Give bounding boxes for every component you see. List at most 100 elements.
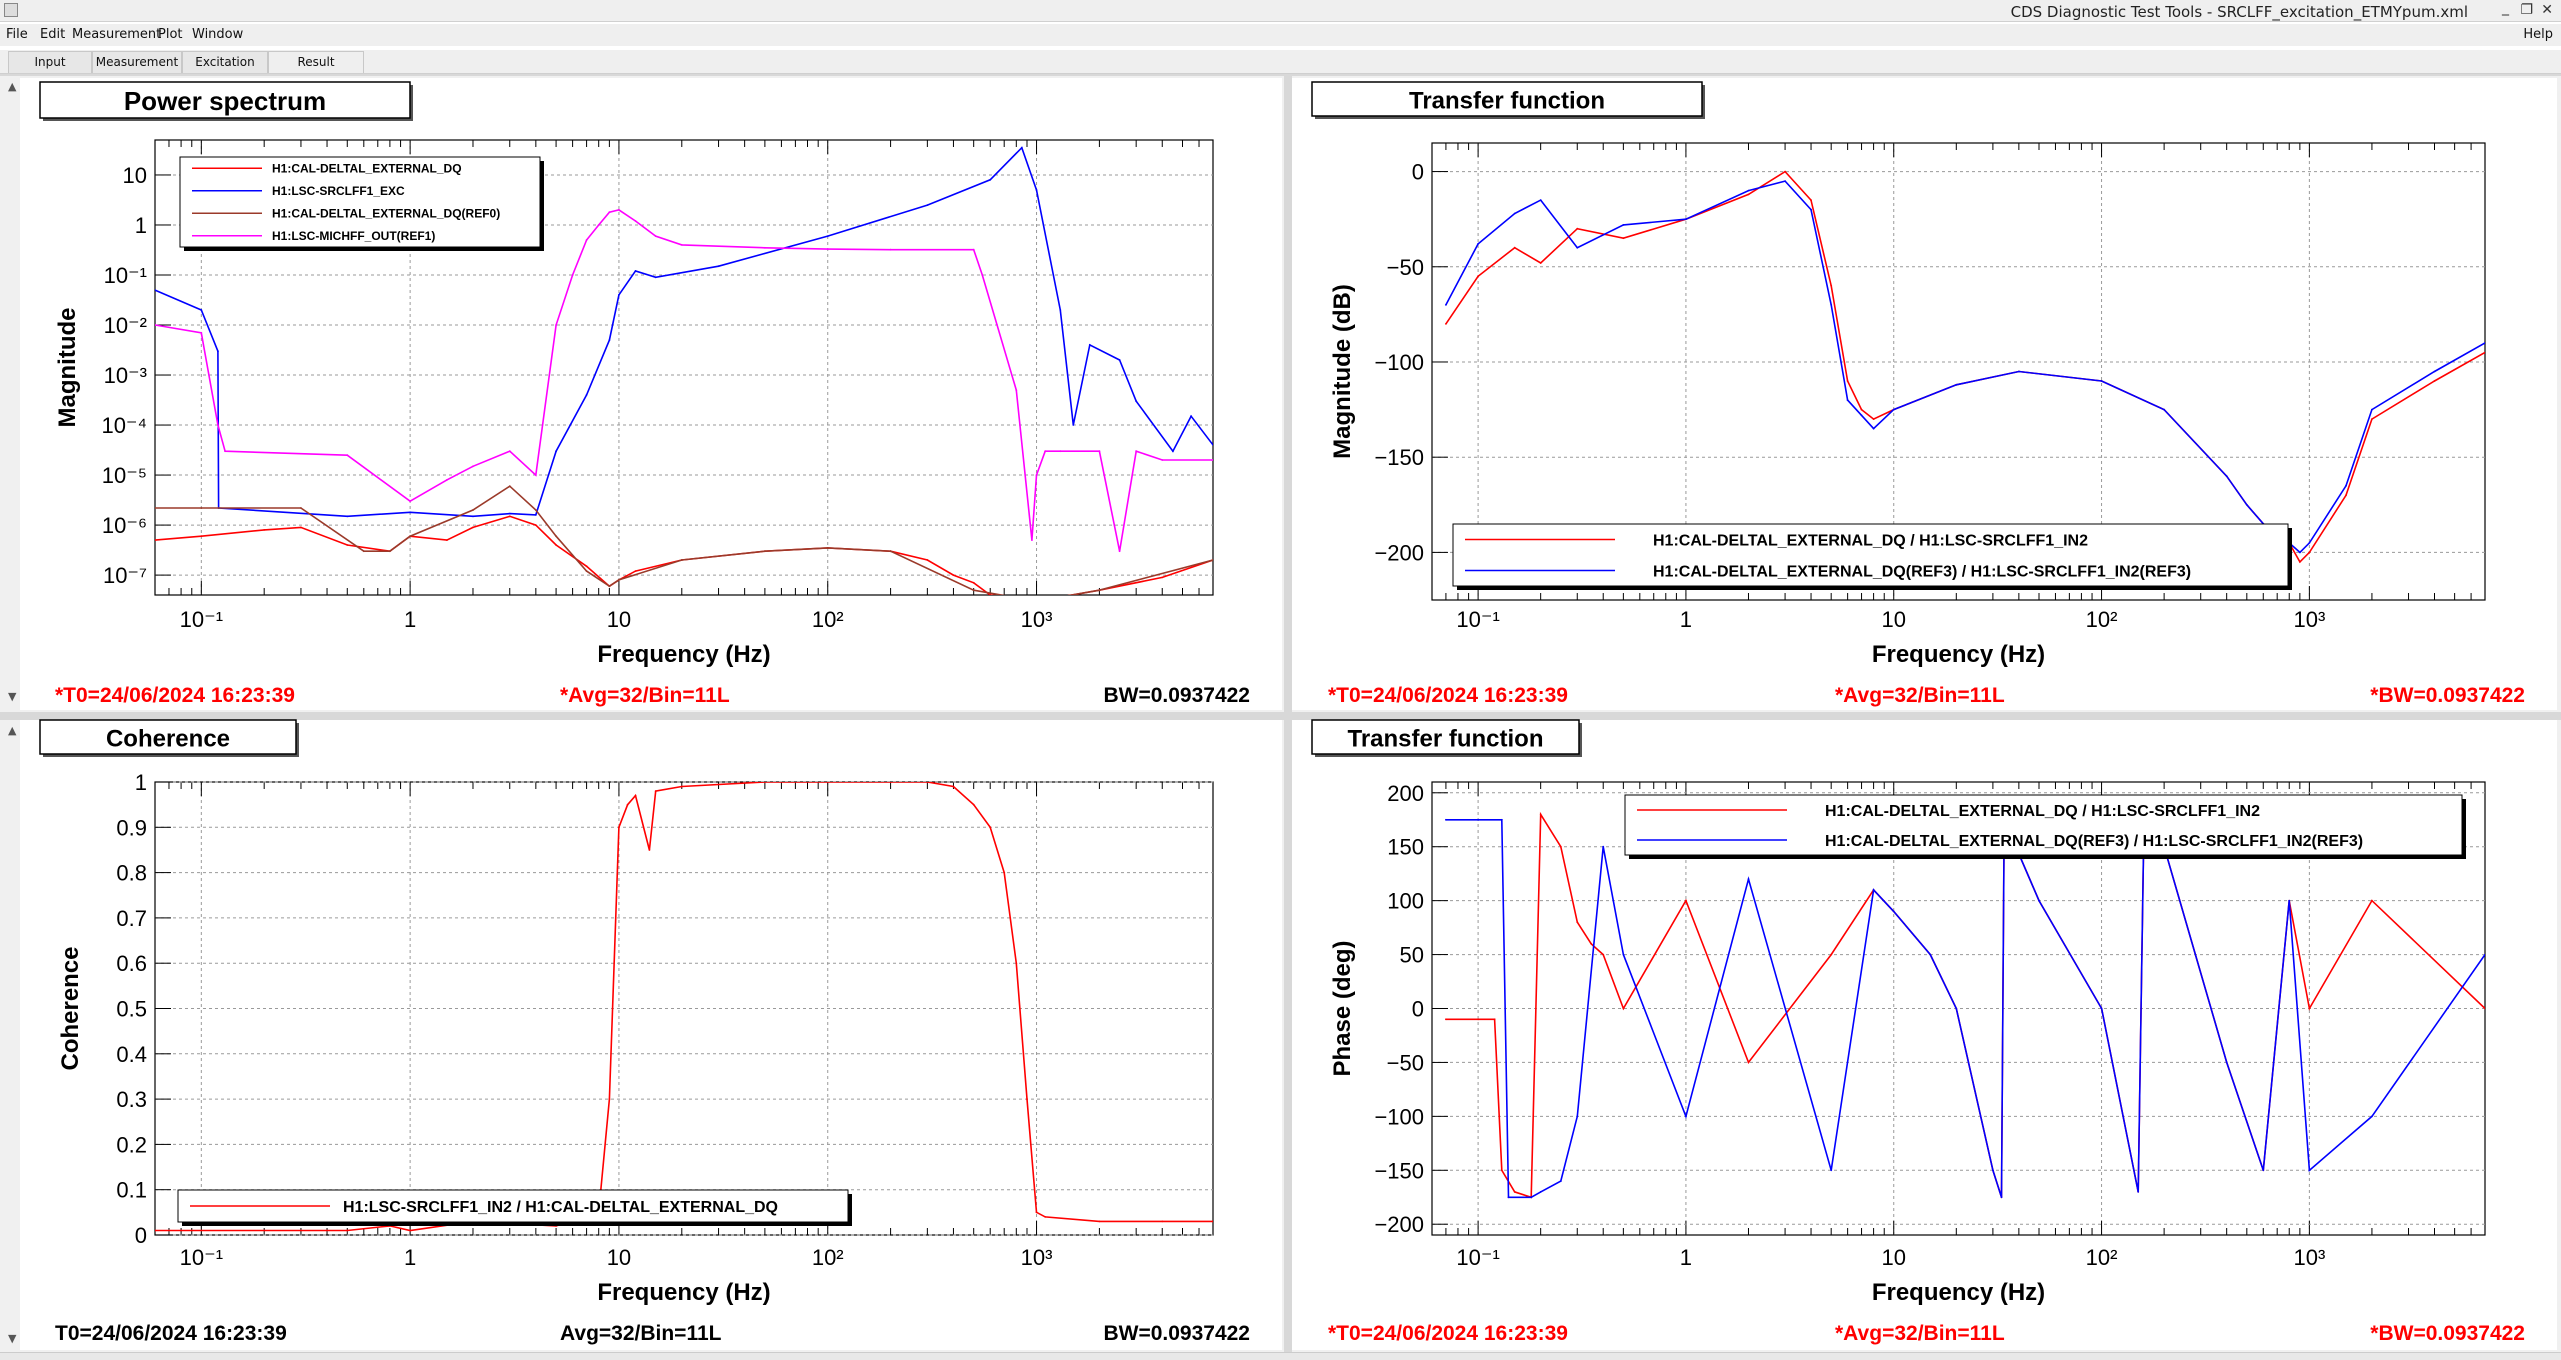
x-tick-label: 10⁻¹ xyxy=(180,607,223,632)
x-tick-label: 1 xyxy=(1680,607,1692,632)
data-point xyxy=(1059,450,1062,453)
data-point xyxy=(1559,845,1562,848)
restore-button[interactable]: ❐ xyxy=(2520,2,2533,18)
close-button[interactable]: ✕ xyxy=(2541,2,2553,18)
data-point xyxy=(2484,953,2485,956)
data-point xyxy=(1747,189,1750,192)
data-point xyxy=(1172,450,1174,453)
data-point xyxy=(1098,589,1101,592)
menu-measurement[interactable]: Measurement xyxy=(72,27,162,42)
data-point xyxy=(1445,323,1447,325)
data-point xyxy=(1929,953,1932,956)
app-icon xyxy=(4,3,18,17)
x-tick-label: 10³ xyxy=(1021,607,1053,632)
tab-input[interactable]: Input xyxy=(8,51,92,73)
data-point xyxy=(1846,399,1849,401)
data-point xyxy=(1035,1211,1038,1214)
data-point xyxy=(926,782,929,783)
data-point xyxy=(1602,845,1605,848)
menu-help[interactable]: Help xyxy=(2523,27,2553,42)
data-point xyxy=(346,1229,349,1232)
y-axis-label: Coherence xyxy=(57,946,84,1070)
x-tick-label: 10⁻¹ xyxy=(1456,607,1499,632)
data-point xyxy=(155,324,156,326)
horizontal-splitter[interactable] xyxy=(0,712,2561,720)
data-point xyxy=(972,248,975,251)
data-point xyxy=(2345,484,2347,487)
data-point xyxy=(618,294,620,296)
y-tick-label: −200 xyxy=(1374,1212,1424,1237)
data-point xyxy=(1622,237,1625,240)
data-point xyxy=(1135,450,1138,453)
tab-result[interactable]: Result xyxy=(268,51,364,73)
data-point xyxy=(1161,1220,1164,1223)
data-point xyxy=(585,239,588,241)
legend-label: H1:LSC-SRCLFF1_IN2 / H1:CAL-DELTAL_EXTER… xyxy=(343,1199,778,1216)
plot-title: Coherence xyxy=(106,726,230,753)
window-title: CDS Diagnostic Test Tools - SRCLFF_excit… xyxy=(2010,3,2468,21)
x-axis-label: Frequency (Hz) xyxy=(597,1279,770,1306)
data-point xyxy=(555,535,557,538)
data-point xyxy=(1477,243,1479,245)
data-point xyxy=(2225,1061,2228,1064)
menu-plot[interactable]: Plot xyxy=(158,27,183,42)
data-point xyxy=(1576,1115,1579,1118)
data-point xyxy=(626,803,629,806)
data-point xyxy=(2100,1007,2103,1010)
data-point xyxy=(346,515,349,518)
data-point xyxy=(1860,408,1863,411)
plot-title: Transfer function xyxy=(1347,726,1543,753)
data-point xyxy=(2299,551,2301,554)
data-point xyxy=(972,589,975,592)
scroll-down-icon[interactable]: ▼ xyxy=(8,1332,17,1345)
data-point xyxy=(1118,550,1121,553)
data-point xyxy=(618,826,620,829)
menu-file[interactable]: File xyxy=(6,27,28,42)
data-point xyxy=(1576,921,1579,924)
data-point xyxy=(608,1098,611,1100)
x-tick-label: 1 xyxy=(1680,1245,1692,1270)
legend-label: H1:CAL-DELTAL_EXTERNAL_DQ xyxy=(272,161,462,175)
scroll-down-icon[interactable]: ▼ xyxy=(8,690,17,703)
tab-excitation[interactable]: Excitation xyxy=(182,51,268,73)
legend-box xyxy=(1452,523,2289,587)
data-point xyxy=(2299,561,2301,563)
data-point xyxy=(1513,212,1516,215)
data-point xyxy=(1135,400,1138,403)
data-point xyxy=(2484,342,2485,344)
data-point xyxy=(972,803,975,806)
data-point xyxy=(2371,899,2373,902)
minimize-button[interactable]: _ xyxy=(2502,0,2509,16)
y-tick-label: 10⁻⁴ xyxy=(101,413,147,438)
y-tick-label: 0 xyxy=(135,1223,147,1248)
x-tick-label: 10³ xyxy=(1021,1245,1053,1270)
data-point xyxy=(1477,1018,1479,1021)
data-point xyxy=(1015,962,1018,965)
data-point xyxy=(1747,1061,1750,1064)
data-point xyxy=(472,509,474,511)
scroll-up-icon[interactable]: ▲ xyxy=(8,724,17,737)
data-point xyxy=(2371,1115,2373,1118)
data-point xyxy=(981,274,984,276)
x-tick-label: 1 xyxy=(404,1245,416,1270)
data-point xyxy=(1860,414,1863,417)
data-point xyxy=(2484,1007,2485,1010)
status-t0: *T0=24/06/2024 16:23:39 xyxy=(1328,684,1568,707)
menu-edit[interactable]: Edit xyxy=(40,27,66,42)
y-tick-label: 0 xyxy=(1412,160,1424,185)
y-tick-label: 0.3 xyxy=(116,1087,147,1112)
y-tick-label: 10⁻¹ xyxy=(104,263,147,288)
scroll-up-icon[interactable]: ▲ xyxy=(8,80,17,93)
data-point xyxy=(1830,1169,1833,1172)
tab-measurement[interactable]: Measurement xyxy=(92,51,182,73)
data-point xyxy=(2137,1191,2140,1193)
data-point xyxy=(508,450,511,453)
menu-window[interactable]: Window xyxy=(192,27,244,42)
data-point xyxy=(1747,878,1750,880)
data-point xyxy=(2371,408,2373,411)
data-point xyxy=(508,512,511,515)
data-point xyxy=(2484,351,2485,354)
data-point xyxy=(1622,953,1625,956)
data-point xyxy=(889,782,892,783)
plot-title: Transfer function xyxy=(1409,88,1605,115)
